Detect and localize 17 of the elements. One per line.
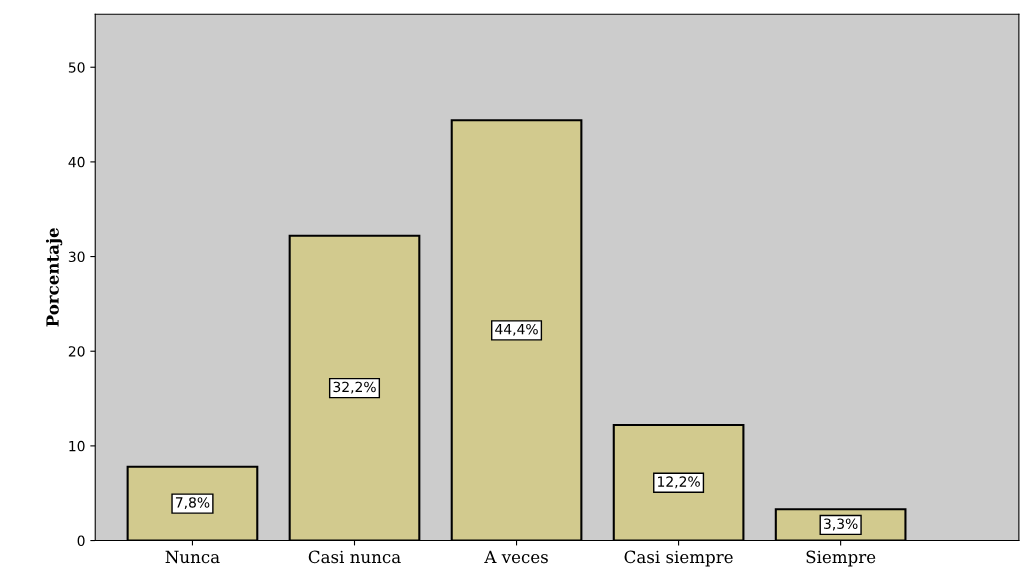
x-tick-label: A veces xyxy=(484,550,548,564)
y-tick-label: 40 xyxy=(68,156,85,168)
data-label: 3,3% xyxy=(824,518,858,531)
x-tick-label: Nunca xyxy=(165,550,220,564)
x-tick-label: Siempre xyxy=(806,550,876,567)
y-tick-label: 20 xyxy=(68,346,85,357)
x-tick-label: Casi siempre xyxy=(624,550,733,567)
data-label: 44,4% xyxy=(495,323,538,336)
y-tick-label: 0 xyxy=(77,535,85,547)
data-label: 12,2% xyxy=(658,476,700,489)
x-tick-label: Casi nunca xyxy=(308,550,401,564)
y-tick-label: 30 xyxy=(68,251,85,263)
y-axis-title: Porcentaje xyxy=(45,228,63,327)
data-label: 32,2% xyxy=(333,381,376,394)
data-label: 7,8% xyxy=(175,497,210,510)
y-tick-label: 10 xyxy=(69,440,85,452)
y-tick-label: 50 xyxy=(68,62,85,73)
